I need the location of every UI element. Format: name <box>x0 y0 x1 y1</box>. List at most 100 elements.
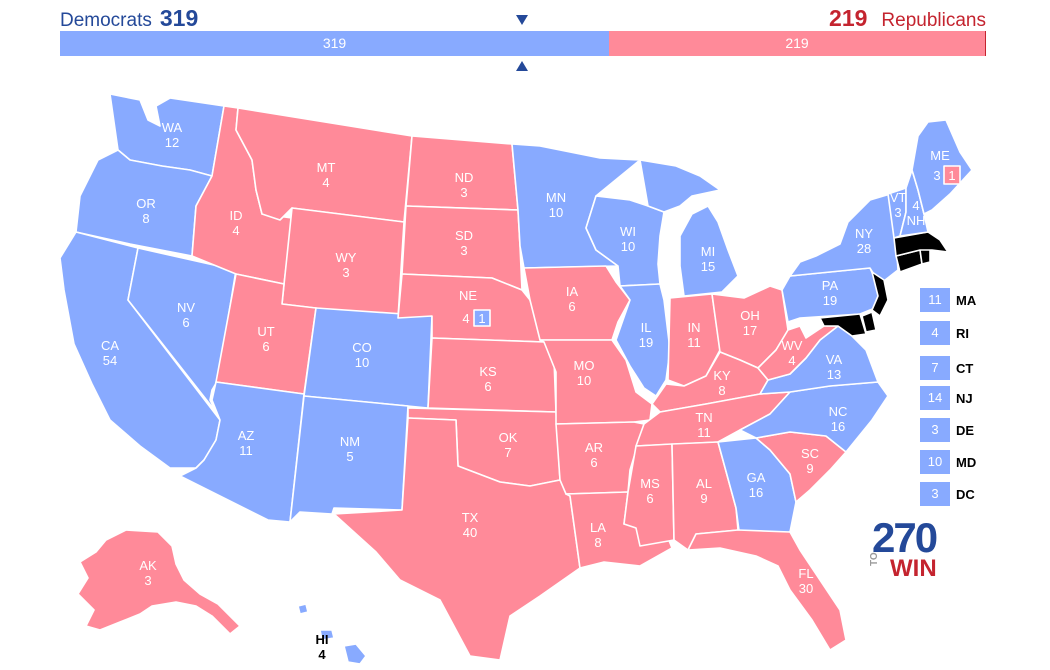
small-state-dc-abbr: DC <box>956 486 975 502</box>
small-state-de-ev[interactable]: 3 <box>920 418 950 442</box>
small-state-ri[interactable]: 4 RI <box>920 321 969 345</box>
label-nv-abbr: NV <box>177 300 195 315</box>
state-hi[interactable] <box>297 603 367 665</box>
label-tx: TX 40 <box>462 510 479 540</box>
small-state-dc-ev[interactable]: 3 <box>920 482 950 506</box>
label-wv-abbr: WV <box>782 338 803 353</box>
label-mi-ev: 15 <box>701 259 715 274</box>
label-wv: WV 4 <box>782 338 803 368</box>
label-va-abbr: VA <box>826 352 843 367</box>
state-ks[interactable] <box>427 337 557 413</box>
democrats-name: Democrats <box>60 10 152 31</box>
small-state-de[interactable]: 3 DE <box>920 418 974 442</box>
label-ar: AR 6 <box>585 440 603 470</box>
us-electoral-map: WA 12 OR 8 CA 54 NV 6 ID 4 MT 4 WY 3 UT 6 AZ 11 C… <box>59 93 973 665</box>
label-ga-ev: 16 <box>749 485 763 500</box>
small-state-ri-ev[interactable]: 4 <box>920 321 950 345</box>
small-state-nj-abbr: NJ <box>956 390 973 406</box>
label-wy-abbr: WY <box>336 250 357 265</box>
label-nm-ev: 5 <box>346 449 353 464</box>
270-marker-bottom-icon <box>516 61 528 71</box>
label-hi-ev: 4 <box>318 647 326 662</box>
label-nm-abbr: NM <box>340 434 360 449</box>
label-ny-ev: 28 <box>857 241 871 256</box>
state-wi[interactable] <box>585 195 665 287</box>
label-ca: CA 54 <box>101 338 119 368</box>
label-vt-abbr: VT <box>890 190 907 205</box>
label-wv-ev: 4 <box>788 353 795 368</box>
small-state-md[interactable]: 10 MD <box>920 450 976 474</box>
label-ut: UT 6 <box>257 324 274 354</box>
label-tx-ev: 40 <box>463 525 477 540</box>
state-il[interactable] <box>615 283 671 397</box>
label-ks-abbr: KS <box>479 364 497 379</box>
label-mo: MO 10 <box>574 358 595 388</box>
republicans-total-label: 219 Republicans <box>829 4 986 35</box>
electoral-header: Democrats 319 219 Republicans 319 219 <box>0 0 1050 80</box>
state-nc[interactable] <box>739 381 889 453</box>
label-sd-ev: 3 <box>460 243 467 258</box>
small-state-ma-ev[interactable]: 11 <box>920 288 950 312</box>
label-la-abbr: LA <box>590 520 606 535</box>
state-ar[interactable] <box>555 421 645 495</box>
label-ar-abbr: AR <box>585 440 603 455</box>
label-il-abbr: IL <box>641 320 652 335</box>
label-az-abbr: AZ <box>238 428 255 443</box>
label-tn: TN 11 <box>695 410 712 440</box>
label-id-abbr: ID <box>230 208 243 223</box>
label-ar-ev: 6 <box>590 455 597 470</box>
label-az: AZ 11 <box>238 428 255 458</box>
label-vt: VT 3 <box>890 190 907 220</box>
label-ga: GA 16 <box>747 470 766 500</box>
republicans-name: Republicans <box>881 10 986 31</box>
label-wi-abbr: WI <box>620 224 636 239</box>
small-state-nj-ev[interactable]: 14 <box>920 386 950 410</box>
label-co-abbr: CO <box>352 340 372 355</box>
label-ok-ev: 7 <box>504 445 511 460</box>
state-ne-district[interactable] <box>473 309 491 327</box>
label-mt-ev: 4 <box>322 175 329 190</box>
small-state-dc[interactable]: 3 DC <box>920 482 975 506</box>
label-la-ev: 8 <box>594 535 601 550</box>
label-wy: WY 3 <box>336 250 357 280</box>
label-sd-abbr: SD <box>455 228 473 243</box>
label-sd: SD 3 <box>455 228 473 258</box>
label-al-ev: 9 <box>700 491 707 506</box>
label-ms-abbr: MS <box>640 476 660 491</box>
label-ca-ev: 54 <box>103 353 117 368</box>
label-ga-abbr: GA <box>747 470 766 485</box>
small-state-ct[interactable]: 7 CT <box>920 356 973 380</box>
small-state-md-ev[interactable]: 10 <box>920 450 950 474</box>
state-me-district[interactable] <box>943 165 961 185</box>
small-state-ma[interactable]: 11 MA <box>920 288 976 312</box>
state-ia[interactable] <box>523 265 631 341</box>
label-wi-ev: 10 <box>621 239 635 254</box>
state-ak[interactable] <box>77 529 241 635</box>
state-mi[interactable] <box>639 159 739 297</box>
label-ms: MS 6 <box>640 476 660 506</box>
label-wa: WA 12 <box>162 120 183 150</box>
label-or-abbr: OR <box>136 196 156 211</box>
small-state-ct-ev[interactable]: 7 <box>920 356 950 380</box>
label-nc-abbr: NC <box>829 404 848 419</box>
label-ak-abbr: AK <box>139 558 157 573</box>
state-ny[interactable] <box>789 193 899 285</box>
label-tn-ev: 11 <box>697 425 711 440</box>
state-tx[interactable] <box>333 417 581 661</box>
label-ak-ev: 3 <box>144 573 151 588</box>
label-in: IN 11 <box>687 320 701 350</box>
label-nv: NV 6 <box>177 300 195 330</box>
state-me[interactable] <box>911 119 973 215</box>
label-tn-abbr: TN <box>695 410 712 425</box>
label-mn-ev: 10 <box>549 205 563 220</box>
label-mi-abbr: MI <box>701 244 715 259</box>
state-fl[interactable] <box>687 529 847 651</box>
small-state-nj[interactable]: 14 NJ <box>920 386 973 410</box>
small-state-ct-abbr: CT <box>956 360 974 376</box>
label-pa-abbr: PA <box>822 278 839 293</box>
label-me-abbr: ME <box>930 148 950 163</box>
label-or: OR 8 <box>136 196 156 226</box>
label-nh-ev: 4 <box>912 198 919 213</box>
label-sc: SC 9 <box>801 446 819 476</box>
270-marker-top-icon <box>516 15 528 25</box>
